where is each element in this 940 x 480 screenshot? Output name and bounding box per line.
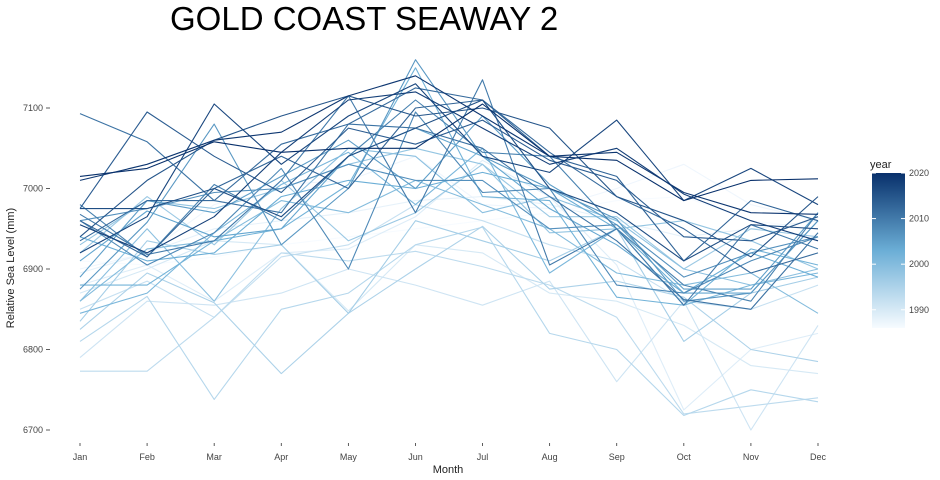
x-tick-label: Aug: [542, 452, 558, 462]
series-line-1995: [79, 225, 819, 375]
series-line-2019: [79, 75, 819, 215]
series-line-2015: [79, 95, 819, 258]
x-tick-label: Jul: [477, 452, 489, 462]
x-tick-label: Sep: [609, 452, 625, 462]
series-line-1986: [79, 196, 819, 266]
legend-title: year: [870, 159, 892, 171]
y-tick-label: 6800: [23, 345, 43, 355]
legend-color-bar: [872, 173, 905, 328]
x-tick-label: Feb: [139, 452, 155, 462]
y-tick-label: 7000: [23, 184, 43, 194]
legend-tick-label: 2010: [909, 214, 929, 224]
x-tick-label: Mar: [206, 452, 222, 462]
series-line-2018: [79, 91, 819, 254]
series-line-2006: [79, 59, 819, 302]
series-line-2013: [79, 99, 819, 262]
series-line-2010: [79, 79, 819, 306]
series-line-2020: [79, 103, 819, 202]
series-line-2008: [79, 111, 819, 294]
chart-title: GOLD COAST SEAWAY 2: [170, 0, 558, 37]
series-line-1994: [79, 226, 819, 417]
series-line-1993: [80, 250, 819, 415]
series-layer: [79, 59, 819, 431]
series-line-1992: [79, 204, 819, 318]
y-axis-label: Relative Sea Level (mm): [5, 208, 17, 328]
legend-tick-label: 2020: [909, 168, 929, 178]
x-axis-label: Month: [433, 464, 464, 476]
series-line-1999: [79, 147, 819, 302]
series-line-2002: [80, 67, 819, 306]
y-tick-label: 7100: [23, 103, 43, 113]
series-line-2014: [79, 111, 819, 242]
legend-ticks: 1990 2000 2010 2020: [872, 168, 929, 315]
y-axis: 6700 6800 6900 7000 7100: [23, 103, 50, 435]
series-line-1996: [79, 220, 819, 342]
x-tick-label: Oct: [677, 452, 692, 462]
series-line-1990: [79, 240, 819, 375]
x-tick-label: Jan: [73, 452, 88, 462]
x-tick-label: Nov: [743, 452, 760, 462]
y-tick-label: 6900: [23, 264, 43, 274]
x-axis: Jan Feb Mar Apr May Jun Jul Aug Sep Oct Nov Dec: [73, 443, 827, 462]
series-line-1998: [79, 147, 819, 270]
series-line-1997: [79, 163, 819, 270]
series-line-2017: [79, 83, 819, 254]
series-line-2004: [79, 127, 819, 294]
legend-tick-label: 2000: [909, 259, 929, 269]
x-tick-label: May: [340, 452, 358, 462]
color-legend: year 1990 2000 2010 2020: [870, 159, 929, 328]
series-line-2007: [79, 163, 819, 278]
x-tick-label: Dec: [810, 452, 827, 462]
series-line-2011: [79, 113, 819, 310]
x-tick-label: Apr: [274, 452, 288, 462]
legend-tick-label: 1990: [909, 305, 929, 315]
y-tick-label: 6700: [23, 425, 43, 435]
x-tick-label: Jun: [408, 452, 423, 462]
series-line-2016: [80, 99, 819, 262]
series-line-1991: [79, 268, 819, 431]
